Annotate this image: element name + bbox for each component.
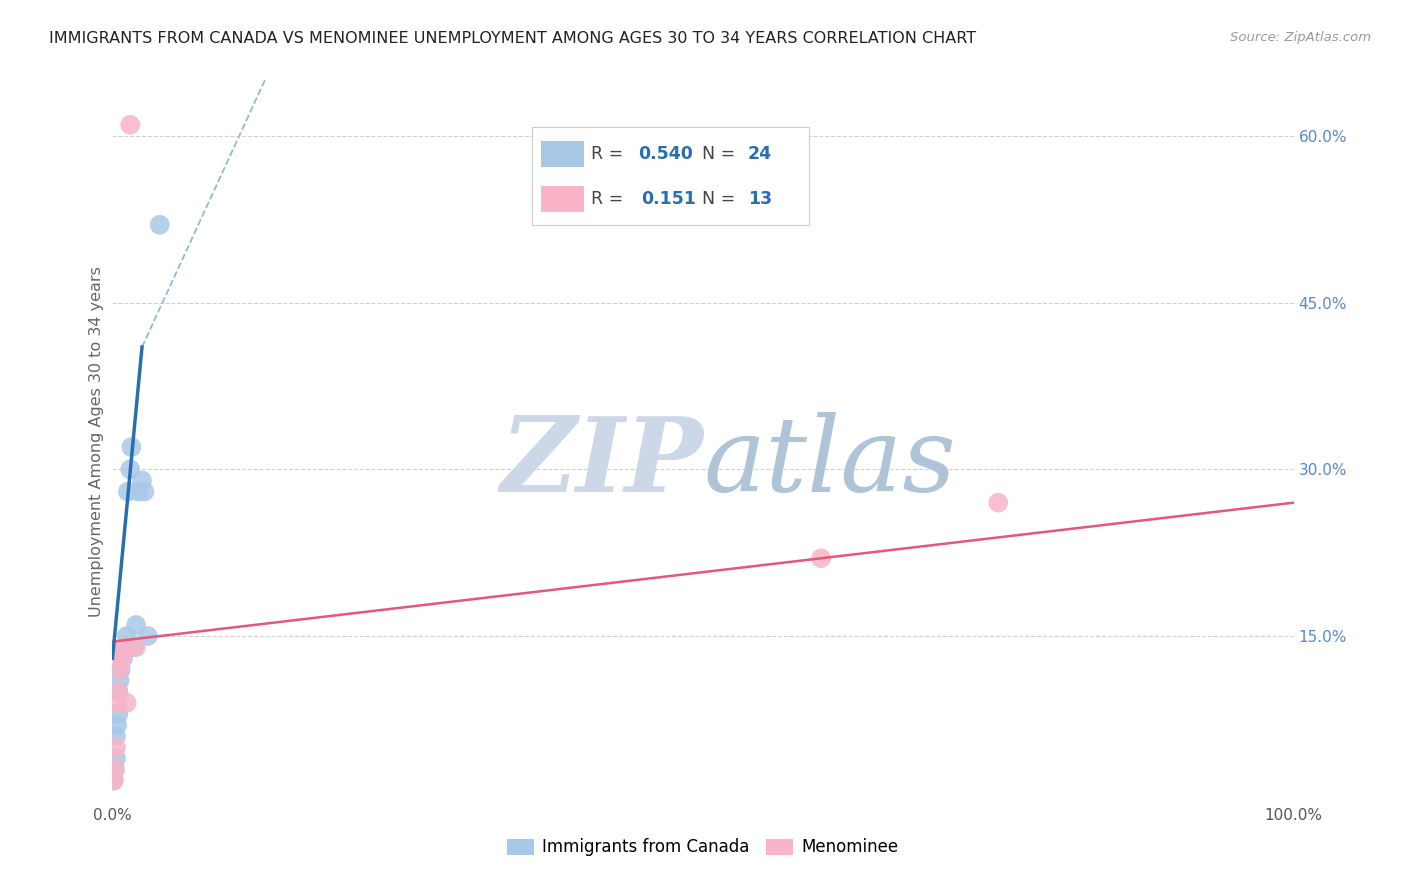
Point: [125, 618, 148, 632]
Text: atlas: atlas: [703, 412, 956, 514]
Point: [112, 640, 135, 655]
Text: 24: 24: [748, 145, 772, 163]
Point: [105, 740, 128, 755]
Point: [103, 773, 125, 788]
Point: [112, 651, 135, 665]
Legend: Immigrants from Canada, Menominee: Immigrants from Canada, Menominee: [501, 831, 905, 863]
Point: [120, 462, 142, 476]
Text: N =: N =: [692, 190, 741, 208]
Point: [108, 673, 131, 688]
Point: [107, 684, 129, 698]
Point: [987, 496, 1010, 510]
Text: R =: R =: [591, 190, 634, 208]
FancyBboxPatch shape: [541, 141, 583, 167]
Text: Source: ZipAtlas.com: Source: ZipAtlas.com: [1230, 31, 1371, 45]
Point: [107, 684, 129, 698]
Point: [111, 651, 134, 665]
Point: [104, 763, 127, 777]
Text: 13: 13: [748, 190, 772, 208]
Text: N =: N =: [692, 145, 741, 163]
Point: [115, 696, 138, 710]
Point: [111, 651, 134, 665]
Point: [114, 640, 136, 655]
Point: [120, 440, 142, 454]
Text: IMMIGRANTS FROM CANADA VS MENOMINEE UNEMPLOYMENT AMONG AGES 30 TO 34 YEARS CORRE: IMMIGRANTS FROM CANADA VS MENOMINEE UNEM…: [49, 31, 976, 46]
Point: [108, 662, 131, 676]
Text: 0.540: 0.540: [638, 145, 693, 163]
Y-axis label: Unemployment Among Ages 30 to 34 years: Unemployment Among Ages 30 to 34 years: [89, 266, 104, 617]
Point: [105, 718, 128, 732]
FancyBboxPatch shape: [541, 186, 583, 211]
Point: [105, 751, 128, 765]
Point: [103, 773, 125, 788]
Point: [149, 218, 172, 232]
Point: [127, 484, 149, 499]
Text: 0.151: 0.151: [641, 190, 696, 208]
Point: [112, 640, 135, 655]
Point: [107, 706, 129, 721]
Point: [105, 696, 128, 710]
Point: [125, 640, 148, 655]
Text: R =: R =: [591, 145, 628, 163]
Point: [105, 729, 128, 743]
FancyBboxPatch shape: [531, 128, 810, 225]
Point: [117, 484, 139, 499]
Point: [122, 640, 145, 655]
Point: [110, 662, 132, 676]
Text: ZIP: ZIP: [501, 412, 703, 514]
Point: [104, 763, 127, 777]
Point: [134, 484, 156, 499]
Point: [120, 118, 142, 132]
Point: [131, 474, 153, 488]
Point: [136, 629, 159, 643]
Point: [115, 629, 138, 643]
Point: [810, 551, 832, 566]
